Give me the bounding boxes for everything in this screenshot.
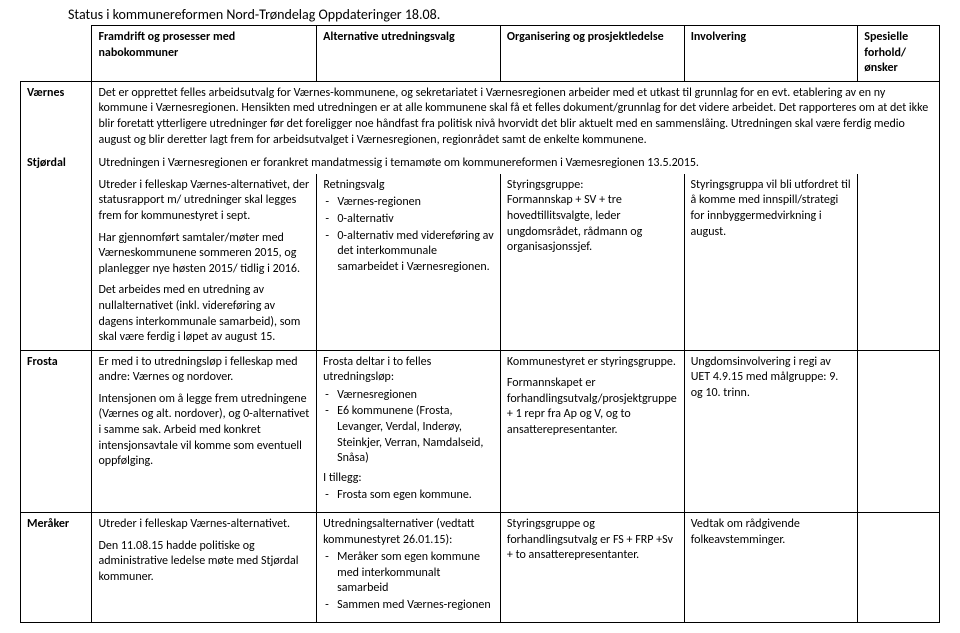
frosta-c2-li1: Værnesregionen: [337, 388, 494, 404]
stjordal-c4: Styringsgruppa vil bli utfordret til å k…: [684, 174, 857, 350]
vaernes-content: Det er opprettet felles arbeidsutvalg fo…: [92, 81, 940, 152]
meraker-c1-p1: Utreder i felleskap Værnes-alternativet.: [98, 517, 310, 533]
intro-line: Utredningen i Værnesregionen er forankre…: [92, 152, 939, 174]
col-header-spesielle: Spesielle forhold/ ønsker: [858, 26, 940, 82]
col-header-blank: [21, 26, 92, 82]
meraker-c2-li2: Sammen med Værnes-regionen: [337, 598, 494, 614]
meraker-c3: Styringsgruppe og forhandlingsutvalg er …: [500, 513, 684, 623]
stjordal-c5: [857, 174, 939, 350]
meraker-c5: [858, 513, 940, 623]
col-header-organisering: Organisering og prosjektledelse: [500, 26, 684, 82]
stjordal-c2-li3: 0-alternativ med videreføring av det int…: [337, 229, 494, 276]
meraker-c1: Utreder i felleskap Værnes-alternativet.…: [92, 513, 317, 623]
stjordal-c1-p3: Det arbeides med en utredning av nullalt…: [98, 283, 310, 345]
meraker-c1-p2: Den 11.08.15 hadde politiske og administ…: [98, 539, 310, 586]
col-header-involvering: Involvering: [684, 26, 858, 82]
stjordal-c3-body: Formannskap + SV + tre hovedtillitsvalgt…: [507, 193, 678, 255]
status-table: Framdrift og prosesser med nabokommuner …: [20, 25, 940, 623]
frosta-c2-li2: E6 kommunene (Frosta, Levanger, Verdal, …: [337, 404, 494, 466]
frosta-c4: Ungdomsinvolvering i regi av UET 4.9.15 …: [684, 350, 858, 512]
stjordal-c2-li2: 0-alternativ: [337, 212, 494, 228]
meraker-c2-li1: Meråker som egen kommune med interkommun…: [337, 550, 494, 597]
frosta-c2: Frosta deltar i to felles utredningsløp:…: [317, 350, 501, 512]
stjordal-c2: Retningsvalg Værnes-regionen 0-alternati…: [317, 174, 501, 350]
stjordal-c1-p2: Har gjennomført samtaler/møter med Værne…: [98, 231, 310, 278]
stjordal-c1-p1: Utreder i felleskap Værnes-alternativet,…: [98, 178, 310, 225]
stjordal-c2-head: Retningsvalg: [323, 178, 494, 194]
frosta-c2-head: Frosta deltar i to felles utredningsløp:: [323, 355, 494, 386]
frosta-c3-p1: Kommunestyret er styringsgruppe.: [507, 355, 678, 371]
frosta-c2-li3: Frosta som egen kommune.: [337, 488, 494, 504]
frosta-c3: Kommunestyret er styringsgruppe. Formann…: [500, 350, 684, 512]
frosta-c3-p2: Formannskapet er forhandlingsutvalg/pros…: [507, 376, 678, 438]
meraker-c2: Utredningsalternativer (vedtatt kommunes…: [317, 513, 501, 623]
frosta-c1-p1: Er med i to utredningsløp i felleskap me…: [98, 355, 310, 386]
row-label-meraker: Meråker: [21, 513, 92, 623]
stjordal-c1: Utreder i felleskap Værnes-alternativet,…: [92, 174, 316, 350]
row-label-stjordal: Stjørdal: [21, 152, 92, 350]
frosta-c1: Er med i to utredningsløp i felleskap me…: [92, 350, 317, 512]
stjordal-c3: Styringsgruppe: Formannskap + SV + tre h…: [500, 174, 684, 350]
frosta-c1-p2: Intensjonen om å legge frem utredningene…: [98, 392, 310, 470]
meraker-c2-head: Utredningsalternativer (vedtatt kommunes…: [323, 517, 494, 548]
frosta-c5: [858, 350, 940, 512]
row-label-vaernes: Værnes: [21, 81, 92, 152]
frosta-c2-add: I tillegg:: [323, 471, 494, 487]
stjordal-c3-head: Styringsgruppe:: [507, 178, 678, 194]
meraker-c4: Vedtak om rådgivende folkeavstemminger.: [684, 513, 858, 623]
stjordal-c2-li1: Værnes-regionen: [337, 195, 494, 211]
page-title: Status i kommunereformen Nord-Trøndelag …: [68, 6, 940, 23]
col-header-alternative: Alternative utredningsvalg: [317, 26, 501, 82]
vaernes-text: Det er opprettet felles arbeidsutvalg fo…: [98, 86, 928, 147]
col-header-framdrift: Framdrift og prosesser med nabokommuner: [92, 26, 317, 82]
row-label-frosta: Frosta: [21, 350, 92, 512]
